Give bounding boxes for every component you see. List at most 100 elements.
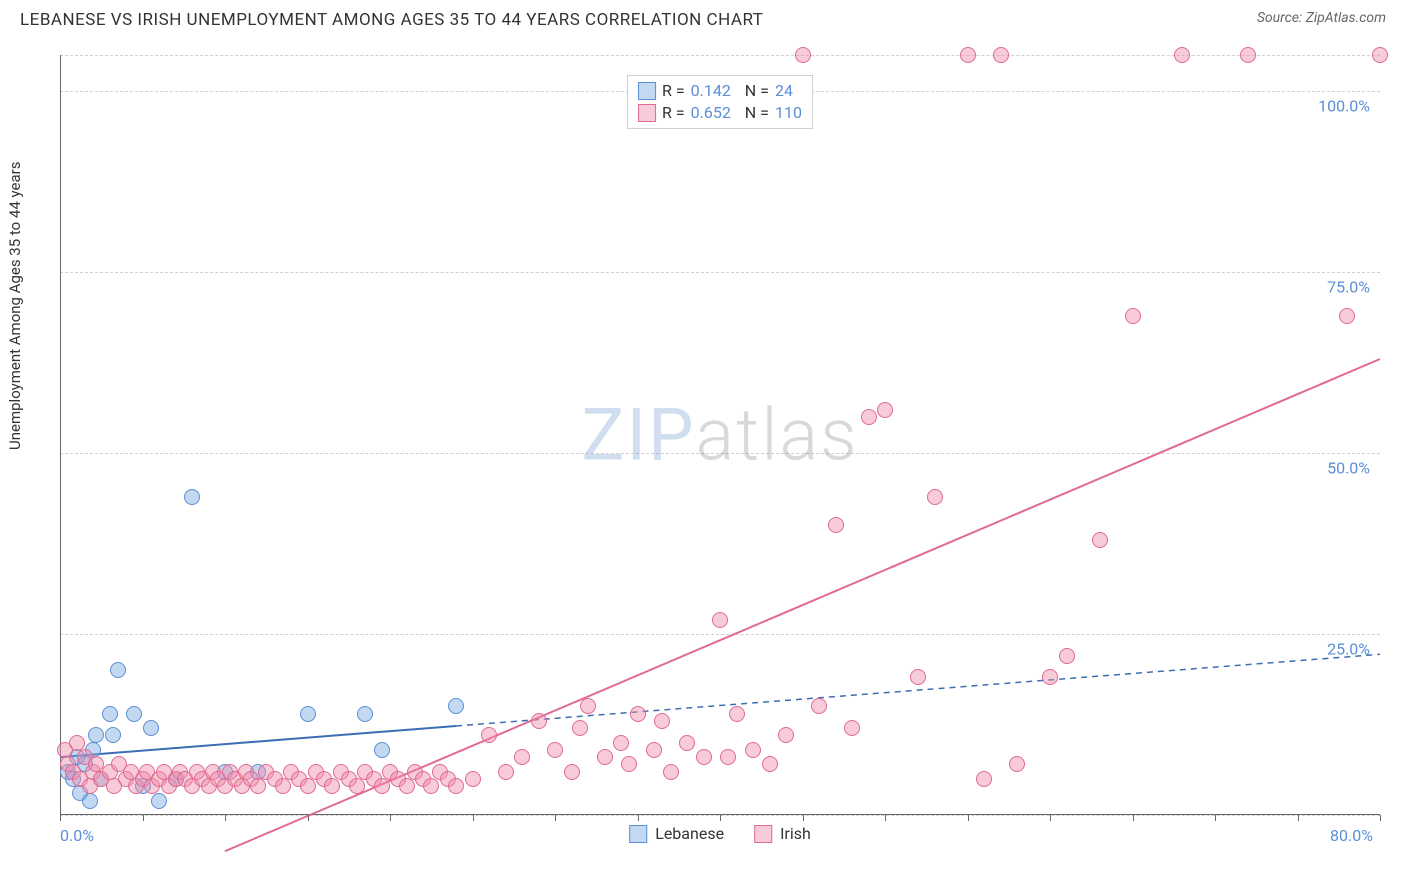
data-point-irish xyxy=(630,706,646,722)
data-point-irish xyxy=(877,402,893,418)
x-tick-label: 0.0% xyxy=(60,826,94,845)
data-point-irish xyxy=(69,735,85,751)
data-point-irish xyxy=(795,47,811,63)
x-tick-mark xyxy=(803,815,804,821)
x-tick-mark xyxy=(1050,815,1051,821)
data-point-irish xyxy=(399,778,415,794)
data-point-irish xyxy=(927,489,943,505)
data-point-irish xyxy=(1372,47,1388,63)
legend-row-lebanese: R = 0.142 N = 24 xyxy=(638,80,802,102)
data-point-irish xyxy=(828,517,844,533)
data-point-irish xyxy=(654,713,670,729)
legend-r-value-irish: 0.652 xyxy=(691,102,731,124)
data-point-lebanese xyxy=(374,742,390,758)
data-point-irish xyxy=(811,698,827,714)
legend-n-value-lebanese: 24 xyxy=(775,80,793,102)
x-tick-mark xyxy=(1215,815,1216,821)
data-point-irish xyxy=(250,778,266,794)
data-point-irish xyxy=(729,706,745,722)
legend-n-label: N = xyxy=(737,80,769,102)
swatch-lebanese xyxy=(629,825,647,843)
data-point-irish xyxy=(1009,756,1025,772)
legend-row-irish: R = 0.652 N = 110 xyxy=(638,102,802,124)
data-point-lebanese xyxy=(82,793,98,809)
data-point-irish xyxy=(572,720,588,736)
x-tick-mark xyxy=(390,815,391,821)
data-point-irish xyxy=(564,764,580,780)
legend-correlation: R = 0.142 N = 24 R = 0.652 N = 110 xyxy=(627,75,813,129)
data-point-irish xyxy=(498,764,514,780)
data-point-irish xyxy=(960,47,976,63)
x-tick-mark xyxy=(473,815,474,821)
data-point-irish xyxy=(993,47,1009,63)
data-point-irish xyxy=(663,764,679,780)
data-point-lebanese xyxy=(357,706,373,722)
data-point-lebanese xyxy=(88,727,104,743)
data-point-lebanese xyxy=(126,706,142,722)
data-point-lebanese xyxy=(151,793,167,809)
data-point-irish xyxy=(910,669,926,685)
legend-n-value-irish: 110 xyxy=(775,102,802,124)
y-tick-label: 100.0% xyxy=(1318,97,1370,116)
chart-title: LEBANESE VS IRISH UNEMPLOYMENT AMONG AGE… xyxy=(20,10,763,30)
x-tick-mark xyxy=(968,815,969,821)
x-tick-mark xyxy=(1298,815,1299,821)
x-tick-mark xyxy=(885,815,886,821)
data-point-irish xyxy=(514,749,530,765)
data-point-irish xyxy=(1125,308,1141,324)
swatch-lebanese xyxy=(638,82,656,100)
x-tick-mark xyxy=(1133,815,1134,821)
data-point-irish xyxy=(621,756,637,772)
y-tick-label: 75.0% xyxy=(1327,278,1370,297)
x-tick-mark xyxy=(225,815,226,821)
data-point-irish xyxy=(679,735,695,751)
data-point-irish xyxy=(597,749,613,765)
x-tick-mark xyxy=(555,815,556,821)
data-point-irish xyxy=(1174,47,1190,63)
swatch-irish xyxy=(638,104,656,122)
data-point-irish xyxy=(1059,648,1075,664)
data-point-irish xyxy=(844,720,860,736)
swatch-irish xyxy=(754,825,772,843)
data-point-irish xyxy=(324,778,340,794)
data-point-lebanese xyxy=(143,720,159,736)
trend-lines xyxy=(60,55,1380,815)
legend-item-lebanese: Lebanese xyxy=(629,824,724,843)
data-point-lebanese xyxy=(184,489,200,505)
x-tick-mark xyxy=(1380,815,1381,821)
y-axis-title: Unemployment Among Ages 35 to 44 years xyxy=(6,162,24,450)
legend-n-label: N = xyxy=(737,102,769,124)
data-point-irish xyxy=(1042,669,1058,685)
data-point-irish xyxy=(374,778,390,794)
data-point-irish xyxy=(696,749,712,765)
x-tick-label: 80.0% xyxy=(1330,826,1373,845)
x-tick-mark xyxy=(308,815,309,821)
plot-region: ZIPatlas R = 0.142 N = 24 R = 0.652 N = … xyxy=(60,55,1380,815)
data-point-irish xyxy=(613,735,629,751)
data-point-irish xyxy=(1339,308,1355,324)
chart-area: Unemployment Among Ages 35 to 44 years Z… xyxy=(0,35,1406,865)
data-point-lebanese xyxy=(110,662,126,678)
data-point-irish xyxy=(712,612,728,628)
data-point-irish xyxy=(861,409,877,425)
data-point-lebanese xyxy=(105,727,121,743)
data-point-irish xyxy=(646,742,662,758)
data-point-irish xyxy=(745,742,761,758)
x-tick-mark xyxy=(638,815,639,821)
header: LEBANESE VS IRISH UNEMPLOYMENT AMONG AGE… xyxy=(0,0,1406,35)
data-point-irish xyxy=(976,771,992,787)
source-label: Source: ZipAtlas.com xyxy=(1257,10,1386,26)
x-tick-mark xyxy=(60,815,61,821)
data-point-irish xyxy=(580,698,596,714)
data-point-irish xyxy=(1240,47,1256,63)
x-tick-mark xyxy=(143,815,144,821)
data-point-irish xyxy=(547,742,563,758)
data-point-lebanese xyxy=(300,706,316,722)
data-point-irish xyxy=(423,778,439,794)
legend-label: Irish xyxy=(780,824,811,843)
data-point-irish xyxy=(300,778,316,794)
x-tick-mark xyxy=(720,815,721,821)
legend-item-irish: Irish xyxy=(754,824,811,843)
data-point-irish xyxy=(448,778,464,794)
data-point-irish xyxy=(465,771,481,787)
